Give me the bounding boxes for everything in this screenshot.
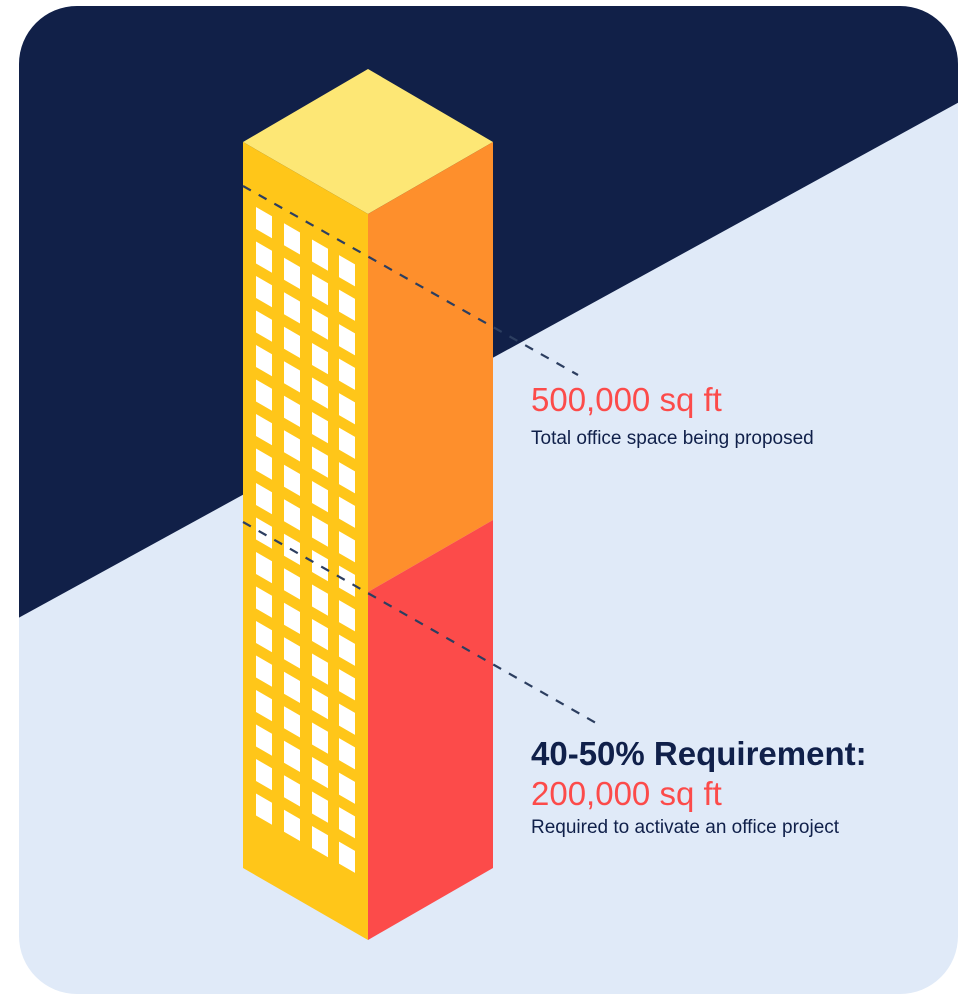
window [312, 653, 328, 685]
window [256, 207, 272, 239]
window [339, 634, 355, 666]
window [312, 584, 328, 616]
window [312, 825, 328, 858]
window [256, 793, 272, 825]
window [256, 759, 272, 791]
total-space-value: 500,000 sq ft [531, 381, 722, 418]
window [339, 427, 355, 459]
window [256, 724, 272, 756]
window [284, 671, 300, 704]
window [339, 807, 355, 839]
window [284, 395, 300, 428]
window [256, 483, 272, 515]
window [339, 600, 355, 632]
window [312, 515, 328, 547]
window [312, 687, 328, 720]
window [284, 706, 300, 738]
window [284, 809, 300, 842]
window [312, 618, 328, 651]
window [256, 621, 272, 653]
total-space-caption: Total office space being proposed [531, 428, 814, 449]
window [256, 655, 272, 687]
window [256, 414, 272, 446]
window [312, 239, 328, 271]
requirement-value: 200,000 sq ft [531, 775, 722, 812]
window [284, 257, 300, 290]
window [256, 241, 272, 273]
window [284, 740, 300, 773]
window [312, 273, 328, 306]
window [284, 223, 300, 255]
window [284, 326, 300, 359]
window [312, 342, 328, 375]
window [256, 448, 272, 480]
window [339, 841, 355, 873]
window [256, 586, 272, 618]
window [256, 690, 272, 722]
window [312, 411, 328, 444]
window [339, 496, 355, 528]
window [339, 565, 355, 597]
tower-side-upper [368, 142, 493, 592]
window [312, 722, 328, 754]
window [339, 703, 355, 735]
window [284, 292, 300, 324]
window [284, 464, 300, 497]
requirement-title: 40-50% Requirement: [531, 735, 867, 772]
window [339, 358, 355, 390]
tower-roof [243, 69, 493, 214]
window [339, 669, 355, 701]
office-tower [242, 69, 597, 940]
window [339, 324, 355, 356]
window [284, 361, 300, 393]
window [339, 393, 355, 425]
window [339, 289, 355, 321]
window [284, 602, 300, 635]
window [312, 446, 328, 478]
window [256, 310, 272, 342]
tower-windows [256, 207, 355, 873]
window [284, 775, 300, 807]
window [284, 499, 300, 531]
window [256, 379, 272, 411]
window [284, 637, 300, 669]
requirement-label: 40-50% Requirement: 200,000 sq ft Requir… [531, 737, 867, 840]
window [256, 345, 272, 377]
window [339, 462, 355, 494]
window [256, 276, 272, 308]
window [339, 738, 355, 770]
tower-front-face [243, 142, 368, 940]
window [312, 549, 328, 582]
window [256, 552, 272, 584]
window [312, 791, 328, 823]
window [284, 430, 300, 462]
window [339, 772, 355, 804]
window [312, 308, 328, 340]
window [312, 480, 328, 513]
window [339, 531, 355, 563]
requirement-caption: Required to activate an office project [531, 817, 840, 838]
leader-line-requirement [242, 521, 597, 724]
window [339, 255, 355, 287]
total-space-label: 500,000 sq ft Total office space being p… [531, 383, 814, 451]
window [312, 756, 328, 789]
window [312, 377, 328, 409]
tower-side-lower [368, 520, 493, 940]
window [284, 568, 300, 600]
